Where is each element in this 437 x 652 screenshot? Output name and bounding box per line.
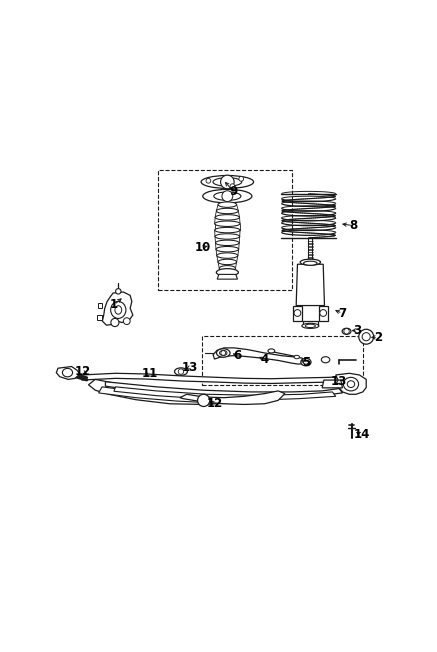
Ellipse shape <box>343 378 359 391</box>
Text: 14: 14 <box>354 428 370 441</box>
Ellipse shape <box>111 301 126 318</box>
Circle shape <box>115 289 121 294</box>
Polygon shape <box>293 306 302 321</box>
Polygon shape <box>319 306 328 321</box>
Circle shape <box>239 177 243 181</box>
Ellipse shape <box>305 324 316 327</box>
Circle shape <box>198 394 210 406</box>
Text: 4: 4 <box>260 353 269 366</box>
Ellipse shape <box>217 253 238 258</box>
Ellipse shape <box>301 359 311 366</box>
Text: 6: 6 <box>233 349 242 362</box>
Bar <box>202 336 363 385</box>
Circle shape <box>344 329 349 334</box>
Polygon shape <box>217 274 238 279</box>
Polygon shape <box>213 348 307 364</box>
Polygon shape <box>180 391 285 404</box>
Ellipse shape <box>294 355 299 359</box>
Circle shape <box>362 333 370 341</box>
Text: 13: 13 <box>182 361 198 374</box>
Polygon shape <box>296 264 325 306</box>
Ellipse shape <box>302 323 319 329</box>
Ellipse shape <box>215 221 240 226</box>
Polygon shape <box>322 380 343 388</box>
Ellipse shape <box>268 349 275 353</box>
Ellipse shape <box>300 259 320 265</box>
Circle shape <box>178 369 184 374</box>
Ellipse shape <box>218 202 237 207</box>
Polygon shape <box>98 303 102 308</box>
Ellipse shape <box>215 240 239 246</box>
Polygon shape <box>336 374 366 394</box>
Polygon shape <box>56 366 80 379</box>
Bar <box>158 170 292 290</box>
Ellipse shape <box>216 269 238 276</box>
Text: 10: 10 <box>195 241 211 254</box>
Polygon shape <box>88 379 275 404</box>
Circle shape <box>222 191 233 201</box>
Polygon shape <box>303 321 318 326</box>
Polygon shape <box>97 315 102 320</box>
Text: 2: 2 <box>374 331 382 344</box>
Ellipse shape <box>62 368 73 377</box>
Ellipse shape <box>203 189 252 203</box>
Ellipse shape <box>215 215 239 220</box>
Circle shape <box>294 310 301 316</box>
Circle shape <box>221 351 225 355</box>
Circle shape <box>221 175 234 188</box>
Ellipse shape <box>219 350 227 355</box>
Polygon shape <box>99 387 265 403</box>
Ellipse shape <box>347 381 355 387</box>
Ellipse shape <box>216 246 239 252</box>
Ellipse shape <box>215 228 240 233</box>
Circle shape <box>320 310 326 316</box>
Text: 3: 3 <box>354 324 362 337</box>
Ellipse shape <box>216 349 230 357</box>
Ellipse shape <box>201 175 253 188</box>
Polygon shape <box>102 292 133 325</box>
Polygon shape <box>105 382 343 397</box>
Ellipse shape <box>218 259 237 265</box>
Text: 5: 5 <box>302 356 310 369</box>
Ellipse shape <box>213 178 242 186</box>
Polygon shape <box>82 374 349 383</box>
Circle shape <box>123 318 130 325</box>
Ellipse shape <box>215 234 240 239</box>
Text: 11: 11 <box>141 368 158 381</box>
Text: 8: 8 <box>349 219 357 232</box>
Text: 13: 13 <box>331 376 347 388</box>
Ellipse shape <box>342 328 351 334</box>
Ellipse shape <box>174 368 187 376</box>
Text: 12: 12 <box>75 365 91 378</box>
Polygon shape <box>114 387 336 400</box>
Ellipse shape <box>115 306 121 314</box>
Circle shape <box>359 329 374 344</box>
Circle shape <box>206 179 211 183</box>
Text: 12: 12 <box>206 397 222 410</box>
Circle shape <box>111 318 119 327</box>
Text: 7: 7 <box>338 307 347 320</box>
Text: 9: 9 <box>229 185 237 198</box>
Ellipse shape <box>321 357 330 363</box>
Ellipse shape <box>219 265 236 271</box>
Ellipse shape <box>303 360 309 364</box>
Circle shape <box>230 184 235 188</box>
Ellipse shape <box>216 208 238 214</box>
Text: 1: 1 <box>110 299 118 312</box>
Ellipse shape <box>214 192 241 200</box>
Ellipse shape <box>304 261 317 265</box>
